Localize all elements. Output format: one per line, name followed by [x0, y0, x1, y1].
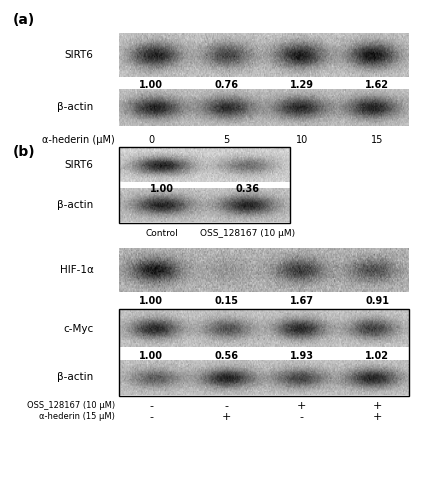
Text: 1.62: 1.62 — [365, 80, 389, 90]
Text: 1.00: 1.00 — [139, 296, 163, 306]
Text: 1.00: 1.00 — [150, 184, 174, 194]
Text: +: + — [297, 401, 306, 411]
Text: 0.15: 0.15 — [214, 296, 239, 306]
Text: β-actin: β-actin — [58, 102, 94, 113]
Text: (a): (a) — [13, 12, 35, 26]
Text: +: + — [372, 401, 382, 411]
Text: 1.02: 1.02 — [365, 351, 389, 361]
Text: (b): (b) — [13, 145, 35, 159]
Text: 0.56: 0.56 — [214, 351, 239, 361]
Text: 5: 5 — [223, 135, 230, 145]
Text: -: - — [149, 412, 153, 422]
Text: 0.36: 0.36 — [235, 184, 259, 194]
Text: 1.67: 1.67 — [290, 296, 314, 306]
Text: c-Myc: c-Myc — [63, 324, 94, 334]
Text: β-actin: β-actin — [58, 372, 94, 382]
Text: 1.00: 1.00 — [139, 80, 163, 90]
Text: +: + — [222, 412, 231, 422]
Text: OSS_128167 (10 μM): OSS_128167 (10 μM) — [199, 228, 295, 237]
Text: α-hederin (μM): α-hederin (μM) — [42, 135, 115, 145]
Text: β-actin: β-actin — [58, 200, 94, 210]
Text: Control: Control — [146, 228, 178, 237]
Text: SIRT6: SIRT6 — [65, 160, 94, 170]
Text: -: - — [149, 401, 153, 411]
Text: +: + — [372, 412, 382, 422]
Text: HIF-1α: HIF-1α — [60, 265, 94, 275]
Text: α-hederin (15 μM): α-hederin (15 μM) — [39, 412, 115, 421]
Text: 1.93: 1.93 — [290, 351, 314, 361]
Text: -: - — [225, 401, 228, 411]
Text: 15: 15 — [371, 135, 383, 145]
Text: OSS_128167 (10 μM): OSS_128167 (10 μM) — [27, 401, 115, 410]
Text: 1.00: 1.00 — [139, 351, 163, 361]
Text: 10: 10 — [296, 135, 308, 145]
Text: 1.29: 1.29 — [290, 80, 314, 90]
Text: 0: 0 — [148, 135, 154, 145]
Text: -: - — [300, 412, 304, 422]
Text: 0.76: 0.76 — [214, 80, 239, 90]
Text: 0.91: 0.91 — [365, 296, 389, 306]
Text: SIRT6: SIRT6 — [65, 50, 94, 60]
